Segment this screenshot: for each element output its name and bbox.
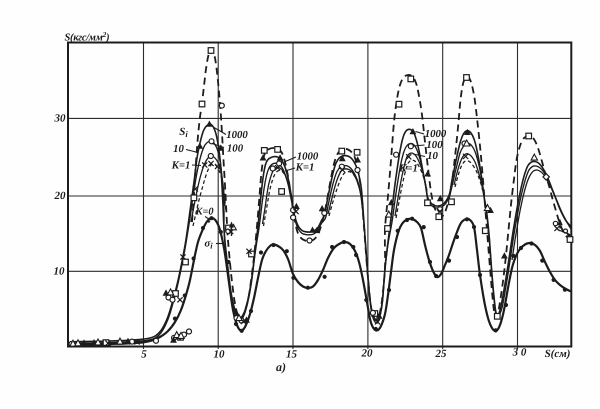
svg-text:20: 20 [361,347,374,359]
svg-text:100: 100 [227,143,244,155]
svg-text:а): а) [276,360,286,374]
svg-text:Si: Si [179,126,188,139]
svg-text:К=1: К=1 [171,160,191,172]
svg-text:5: 5 [141,348,147,360]
svg-text:10: 10 [427,150,438,162]
svg-text:S(см): S(см) [545,348,571,360]
svg-text:10: 10 [214,348,226,360]
svg-text:3 0: 3 0 [512,346,527,358]
svg-text:σi: σi [204,238,213,251]
svg-text:К=0: К=0 [195,207,214,218]
svg-text:10: 10 [173,143,184,155]
svg-text:1000: 1000 [425,128,447,140]
svg-text:К=1: К=1 [295,162,315,174]
svg-text:25: 25 [435,348,448,360]
svg-text:10: 10 [54,265,66,277]
svg-text:100: 100 [426,139,443,151]
svg-text:К=1: К=1 [398,163,418,175]
svg-text:20: 20 [54,190,67,202]
svg-text:1000: 1000 [297,151,319,163]
svg-text:30: 30 [54,113,67,125]
svg-text:S(кгс/мм2): S(кгс/мм2) [65,30,110,44]
svg-text:15: 15 [286,348,298,360]
svg-text:1000: 1000 [226,129,248,141]
